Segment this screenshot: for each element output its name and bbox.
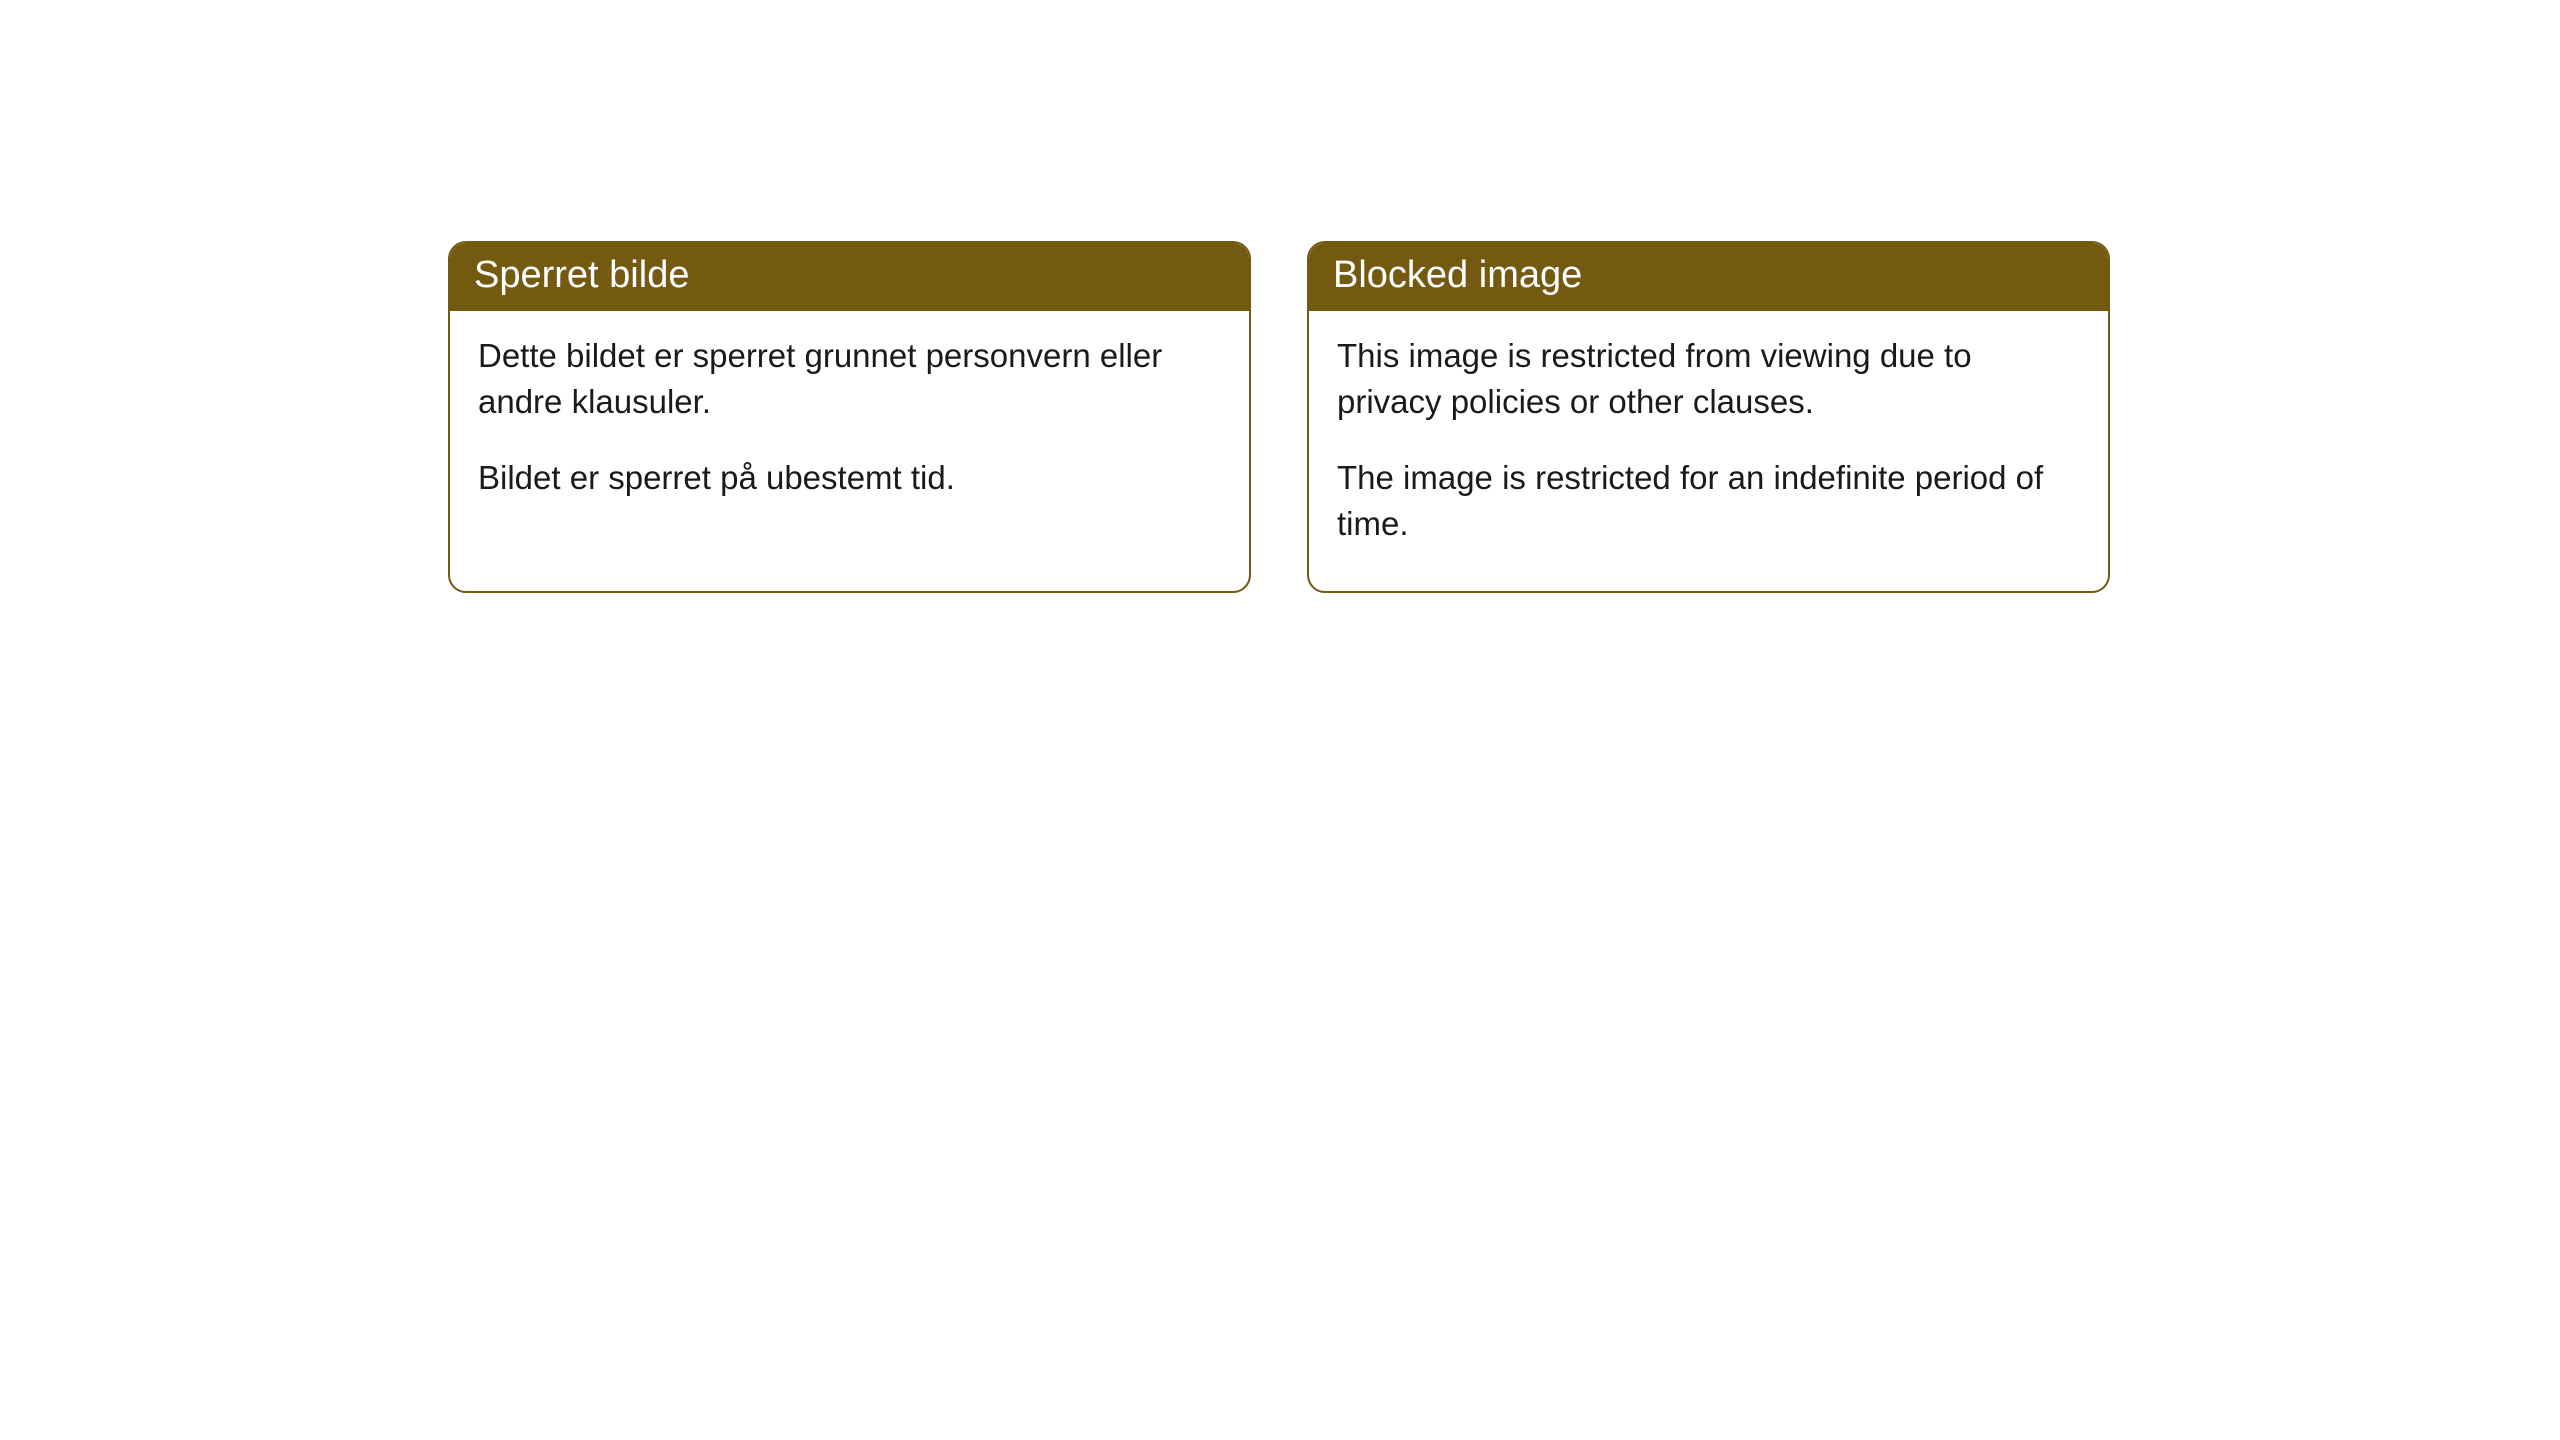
notice-text: The image is restricted for an indefinit…: [1337, 455, 2080, 547]
card-body: Dette bildet er sperret grunnet personve…: [450, 311, 1249, 546]
card-body: This image is restricted from viewing du…: [1309, 311, 2108, 592]
card-header: Blocked image: [1309, 243, 2108, 311]
notice-cards-container: Sperret bilde Dette bildet er sperret gr…: [448, 241, 2110, 593]
card-header: Sperret bilde: [450, 243, 1249, 311]
notice-card-norwegian: Sperret bilde Dette bildet er sperret gr…: [448, 241, 1251, 593]
notice-text: Bildet er sperret på ubestemt tid.: [478, 455, 1221, 501]
notice-card-english: Blocked image This image is restricted f…: [1307, 241, 2110, 593]
notice-text: Dette bildet er sperret grunnet personve…: [478, 333, 1221, 425]
notice-text: This image is restricted from viewing du…: [1337, 333, 2080, 425]
